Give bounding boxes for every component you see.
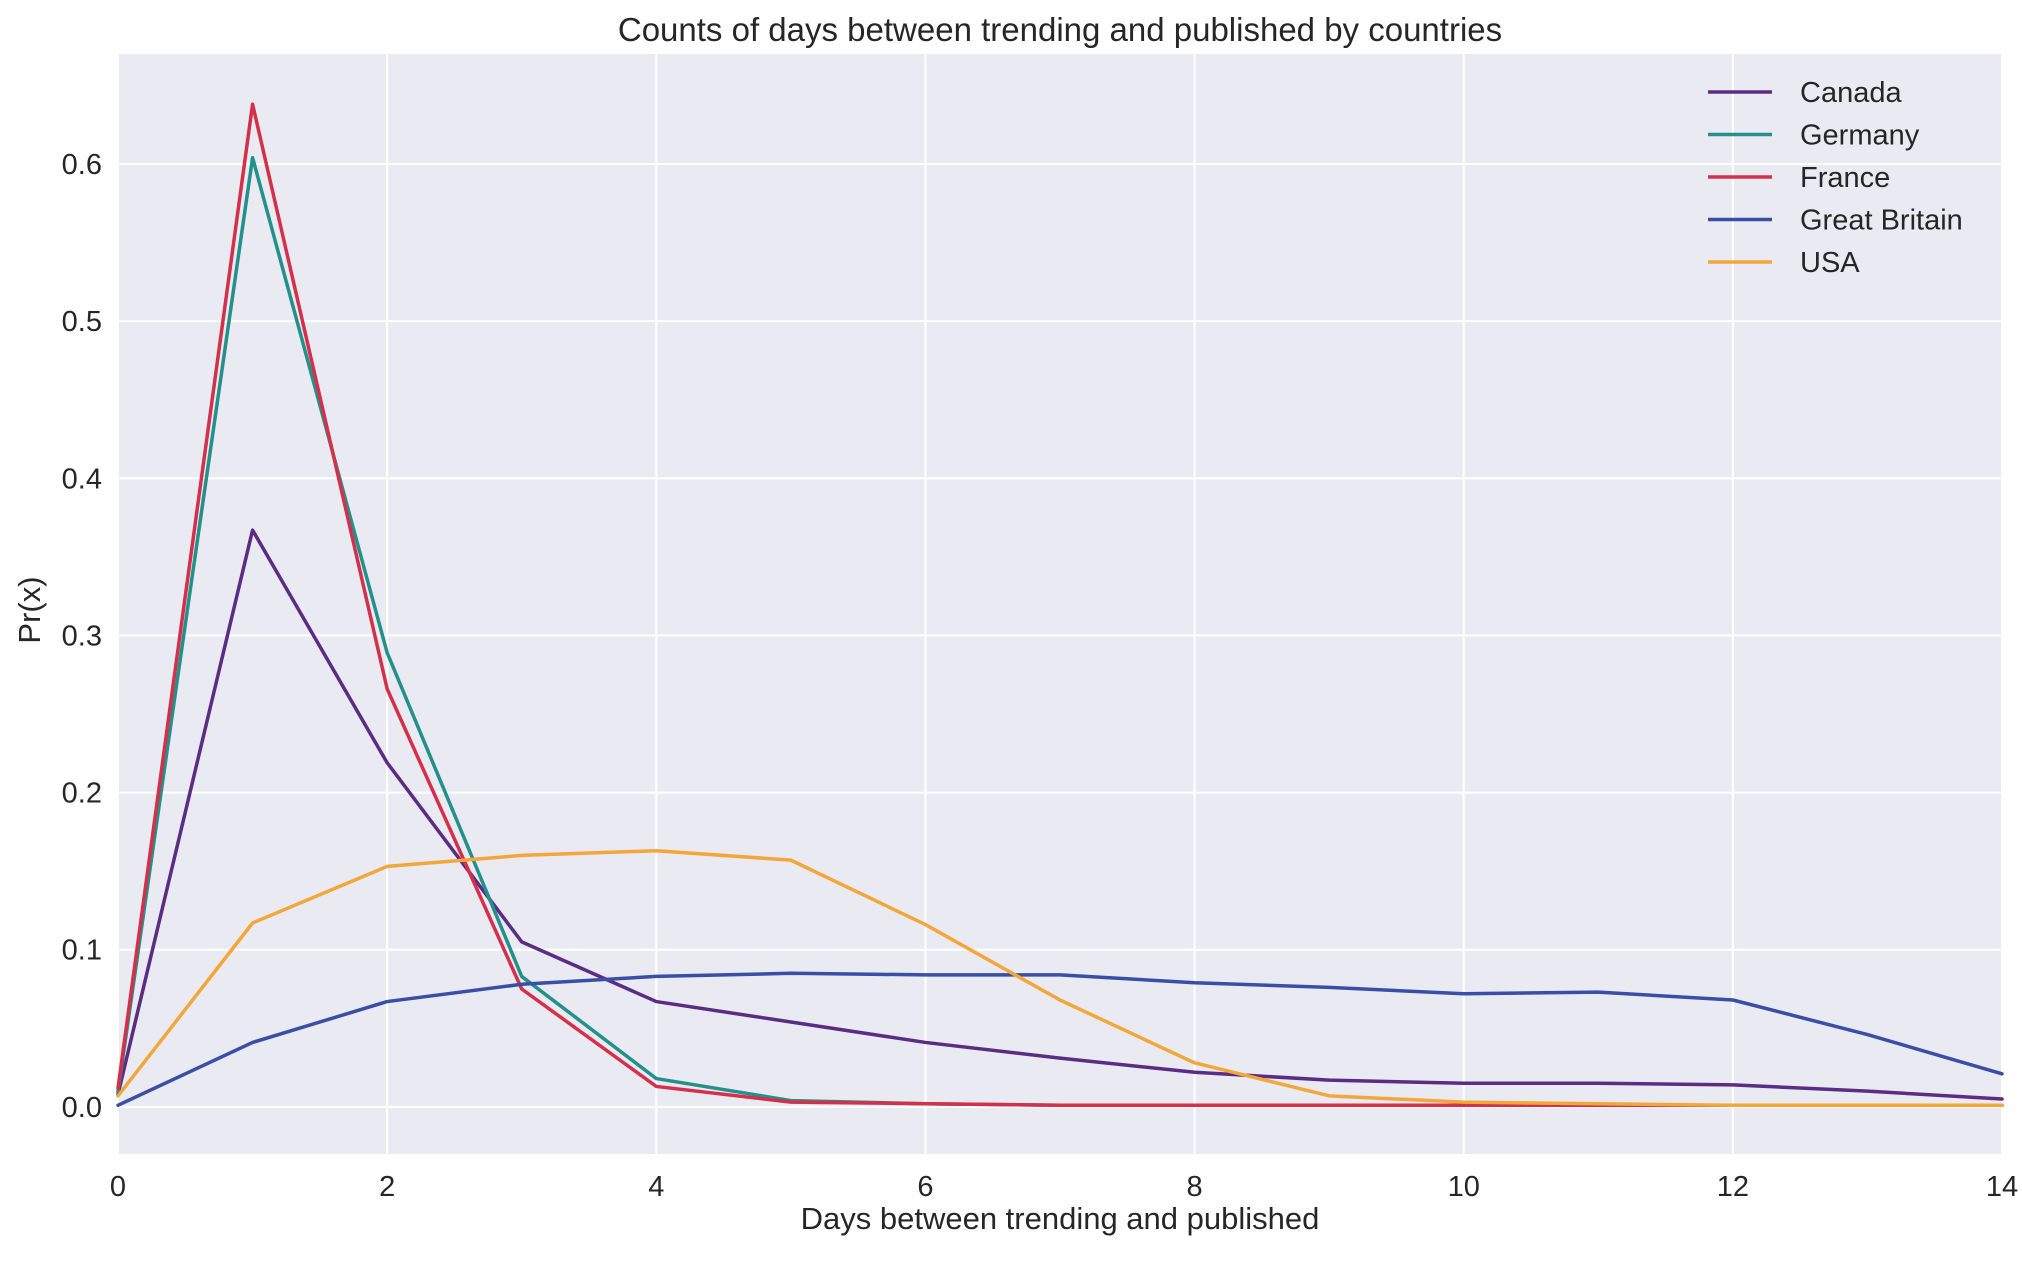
legend: Canada Germany France Great Britain USA: [1708, 77, 1963, 279]
legend-label-usa: USA: [1800, 247, 1860, 279]
series-lines: [116, 102, 2004, 1108]
x-tick-label: 4: [648, 1171, 664, 1203]
plot-background: [118, 54, 2002, 1154]
x-tick-label: 8: [1187, 1171, 1203, 1203]
y-tick-label: 0.5: [62, 306, 102, 338]
x-axis-label: Days between trending and published: [801, 1201, 1320, 1236]
y-tick-label: 0.4: [62, 463, 102, 495]
x-tick-label: 0: [110, 1171, 126, 1203]
y-tick-label: 0.3: [62, 620, 102, 652]
x-tick-label: 2: [379, 1171, 395, 1203]
series-line-usa: [116, 848, 2004, 1108]
legend-label-germany: Germany: [1800, 120, 1920, 152]
legend-label-france: France: [1800, 162, 1890, 194]
x-tick-label: 10: [1448, 1171, 1480, 1203]
y-axis-ticks: 0.0 0.1 0.2 0.3 0.4 0.5 0.6: [62, 149, 102, 1124]
grid-lines: [117, 54, 2003, 1154]
x-tick-label: 12: [1717, 1171, 1749, 1203]
y-tick-label: 0.2: [62, 778, 102, 810]
x-tick-label: 6: [917, 1171, 933, 1203]
legend-label-great-britain: Great Britain: [1800, 205, 1963, 237]
chart-title: Counts of days between trending and publ…: [618, 11, 1502, 48]
y-tick-label: 0.1: [62, 935, 102, 967]
series-line-great-britain: [116, 971, 2004, 1108]
x-tick-label: 14: [1986, 1171, 2018, 1203]
y-tick-label: 0.6: [62, 149, 102, 181]
x-axis-ticks: 0 2 4 6 8 10 12 14: [110, 1171, 2018, 1203]
legend-label-canada: Canada: [1800, 77, 1902, 109]
y-tick-label: 0.0: [62, 1092, 102, 1124]
series-line-canada: [116, 528, 2004, 1101]
y-axis-label: Pr(x): [12, 576, 47, 643]
